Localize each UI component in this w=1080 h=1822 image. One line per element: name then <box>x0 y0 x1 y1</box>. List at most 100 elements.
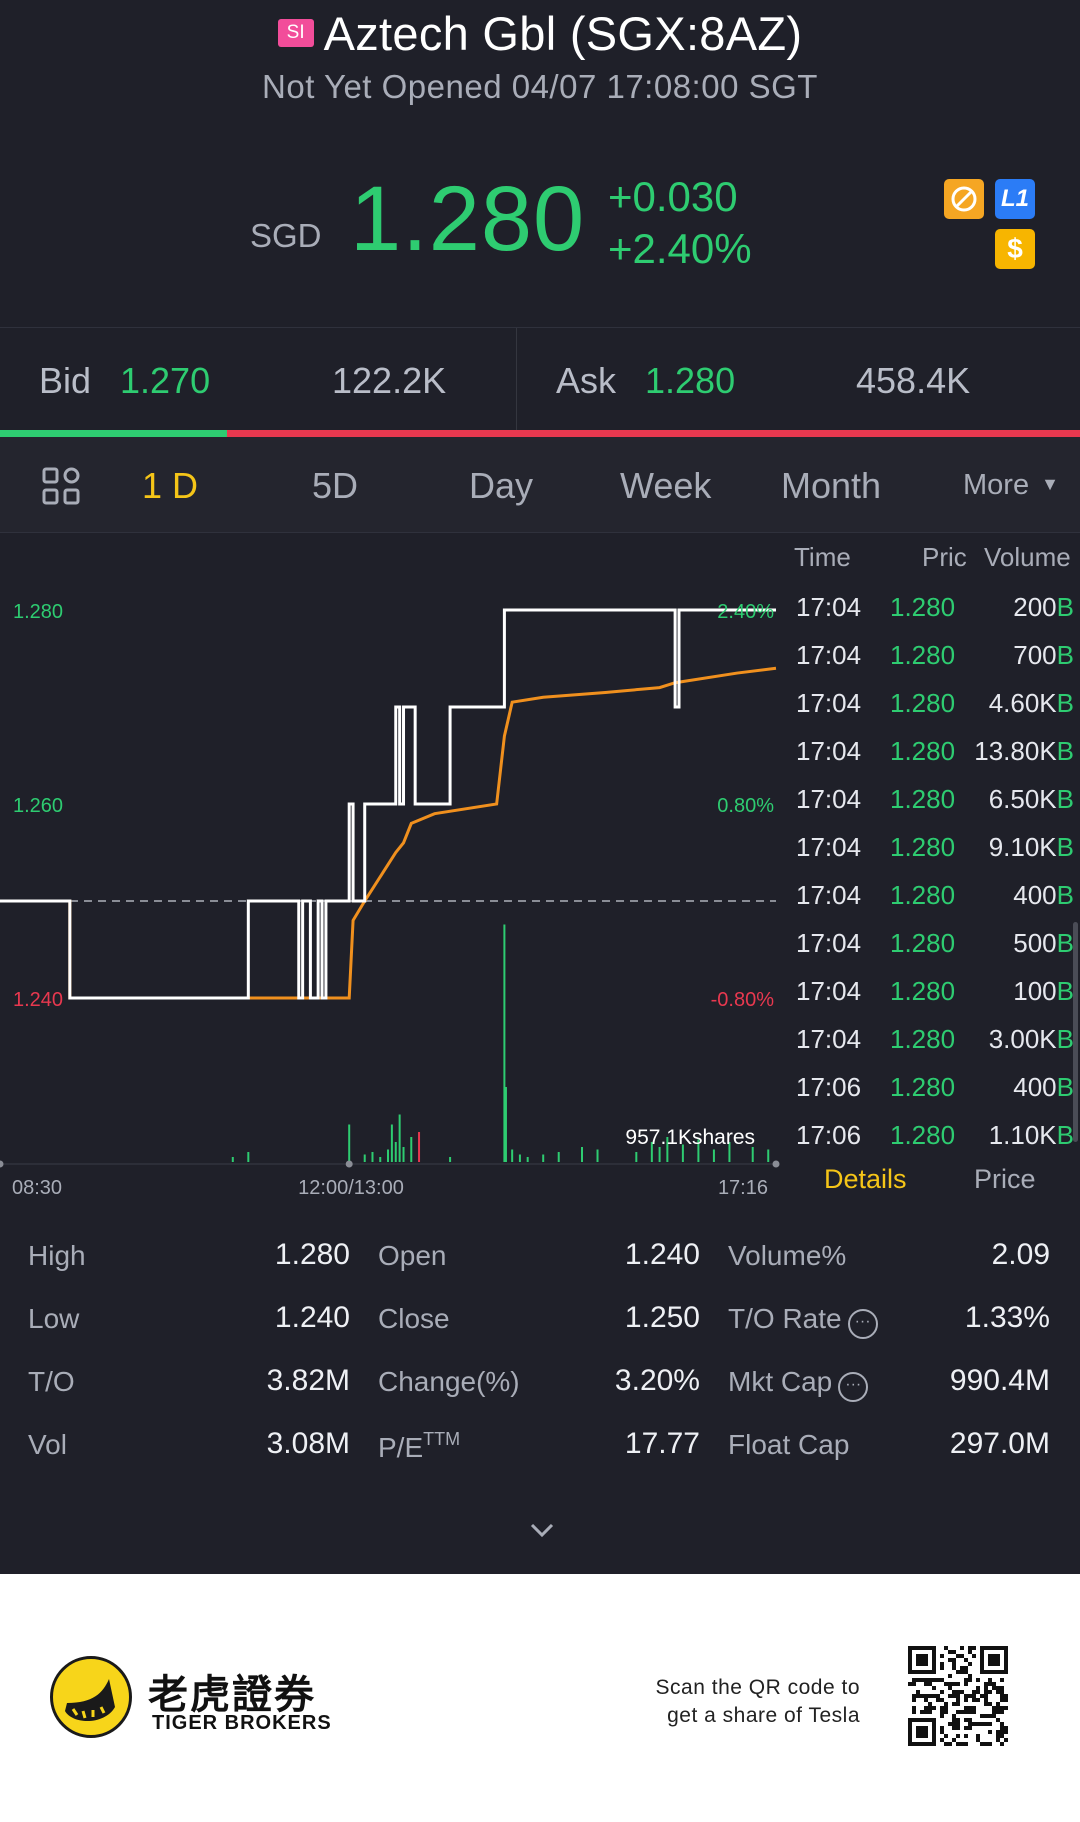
tab-month[interactable]: Month <box>781 465 882 506</box>
trade-row: 17:04 1.280 13.80KB <box>780 736 1080 784</box>
trade-volume: 400B <box>1013 880 1074 911</box>
trade-side: B <box>1056 784 1074 814</box>
y-axis-label: 1.260 <box>13 795 63 817</box>
qr-module <box>948 1722 952 1726</box>
axis-marker <box>0 1160 4 1168</box>
qr-module <box>964 1670 968 1674</box>
trades-scrollbar[interactable] <box>1073 922 1078 1142</box>
trade-time: 17:04 <box>796 736 862 766</box>
qr-module <box>988 1702 992 1706</box>
qr-module <box>976 1734 980 1738</box>
qr-module <box>940 1706 944 1710</box>
trade-time: 17:04 <box>796 832 862 862</box>
qr-module <box>956 1742 960 1746</box>
trade-row: 17:04 1.280 4.60KB <box>780 688 1080 736</box>
stock-stats: High 1.280 Low 1.240 T/O 3.82M Vol 3.08M Open 1.2… <box>0 1228 1080 1488</box>
tab-more[interactable]: More ▼ <box>963 469 1059 502</box>
stat-label: P/ETTM <box>378 1429 460 1464</box>
tab-more-label: More <box>963 469 1030 501</box>
quote-block: SGD 1.280 +0.030 +2.40% L1 $ <box>0 165 1080 315</box>
qr-module <box>932 1706 936 1710</box>
qr-module <box>996 1710 1000 1714</box>
stat-label: Close <box>378 1303 450 1335</box>
trade-time: 17:04 <box>796 784 862 814</box>
stat-value: 1.250 <box>624 1301 700 1334</box>
qr-module <box>936 1698 940 1702</box>
qr-caption: Scan the QR code to get a share of Tesla <box>620 1674 860 1730</box>
qr-module <box>952 1650 956 1654</box>
tab-1d[interactable]: 1 D <box>142 465 199 506</box>
average-price-line <box>0 666 777 1000</box>
qr-module <box>976 1686 980 1690</box>
stat-label-text: Change(%) <box>378 1366 520 1397</box>
qr-module <box>964 1742 968 1746</box>
expand-chevron-icon[interactable] <box>528 1516 556 1544</box>
stock-detail-screen: SI Aztech Gbl (SGX:8AZ) Not Yet Opened 04… <box>0 0 1080 1574</box>
qr-module <box>928 1702 932 1706</box>
tab-5d[interactable]: 5D <box>312 465 359 506</box>
intraday-chart[interactable]: 1.280 1.260 1.240 2.40% 0.80% -0.80% 957.1Ksha… <box>0 532 780 1212</box>
no-short-icon[interactable] <box>944 179 984 219</box>
qr-module <box>988 1722 992 1726</box>
trade-volume-value: 400 <box>1013 880 1057 910</box>
qr-module <box>976 1678 980 1682</box>
trade-side: B <box>1056 688 1074 718</box>
qr-module <box>984 1698 988 1702</box>
qr-module <box>968 1694 972 1698</box>
bid-ask-pressure-bar <box>0 430 1080 437</box>
grid-layout-icon[interactable] <box>42 467 80 505</box>
qr-caption-line2: get a share of Tesla <box>667 1704 860 1727</box>
qr-module <box>928 1706 932 1710</box>
qr-module <box>968 1650 972 1654</box>
qr-module <box>976 1722 980 1726</box>
qr-module <box>928 1678 932 1682</box>
stat-value: 1.33% <box>964 1301 1050 1334</box>
tab-details[interactable]: Details <box>824 1164 907 1194</box>
qr-module <box>936 1678 940 1682</box>
qr-module <box>996 1734 1000 1738</box>
qr-module <box>912 1678 916 1682</box>
qr-module <box>1004 1698 1008 1702</box>
level1-icon[interactable]: L1 <box>995 179 1035 219</box>
trade-volume: 13.80KB <box>974 736 1074 767</box>
dollar-icon[interactable]: $ <box>995 229 1035 269</box>
info-icon[interactable]: ··· <box>838 1372 869 1402</box>
qr-module <box>916 1654 928 1666</box>
qr-module <box>940 1730 944 1734</box>
qr-module <box>940 1698 944 1702</box>
qr-module <box>940 1710 944 1714</box>
qr-module <box>968 1674 972 1678</box>
trade-side: B <box>1056 1072 1074 1102</box>
qr-module <box>912 1710 916 1714</box>
qr-module <box>996 1718 1000 1722</box>
qr-code-icon[interactable] <box>908 1646 1008 1746</box>
trade-volume-value: 500 <box>1013 928 1057 958</box>
percent-axis-label: -0.80% <box>711 989 775 1011</box>
stat-value: 1.280 <box>274 1238 350 1271</box>
share-footer: 老虎證券 TIGER BROKERS Scan the QR code to g… <box>0 1574 1080 1822</box>
qr-module <box>1000 1710 1004 1714</box>
qr-module <box>916 1690 920 1694</box>
intraday-chart-svg[interactable]: 1.280 1.260 1.240 2.40% 0.80% -0.80% 957.1Ksha… <box>0 532 780 1212</box>
qr-module <box>944 1646 948 1650</box>
trade-row: 17:04 1.280 700B <box>780 640 1080 688</box>
trade-volume-value: 700 <box>1013 640 1057 670</box>
qr-module <box>972 1710 976 1714</box>
trade-price: 1.280 <box>890 1120 956 1150</box>
qr-module <box>984 1690 988 1694</box>
trade-side: B <box>1056 928 1074 958</box>
qr-module <box>956 1670 960 1674</box>
info-icon[interactable]: ··· <box>847 1309 878 1339</box>
tab-price[interactable]: Price <box>974 1164 1036 1194</box>
qr-module <box>944 1706 948 1710</box>
qr-module <box>1000 1730 1004 1734</box>
tab-day[interactable]: Day <box>469 465 534 506</box>
trade-volume-value: 4.60K <box>988 688 1057 718</box>
trade-side: B <box>1056 640 1074 670</box>
trade-volume: 1.10KB <box>989 1120 1074 1151</box>
qr-module <box>964 1666 968 1670</box>
stat-value: 17.77 <box>624 1427 700 1460</box>
tab-week[interactable]: Week <box>620 465 712 506</box>
qr-module <box>940 1678 944 1682</box>
qr-module <box>996 1690 1000 1694</box>
